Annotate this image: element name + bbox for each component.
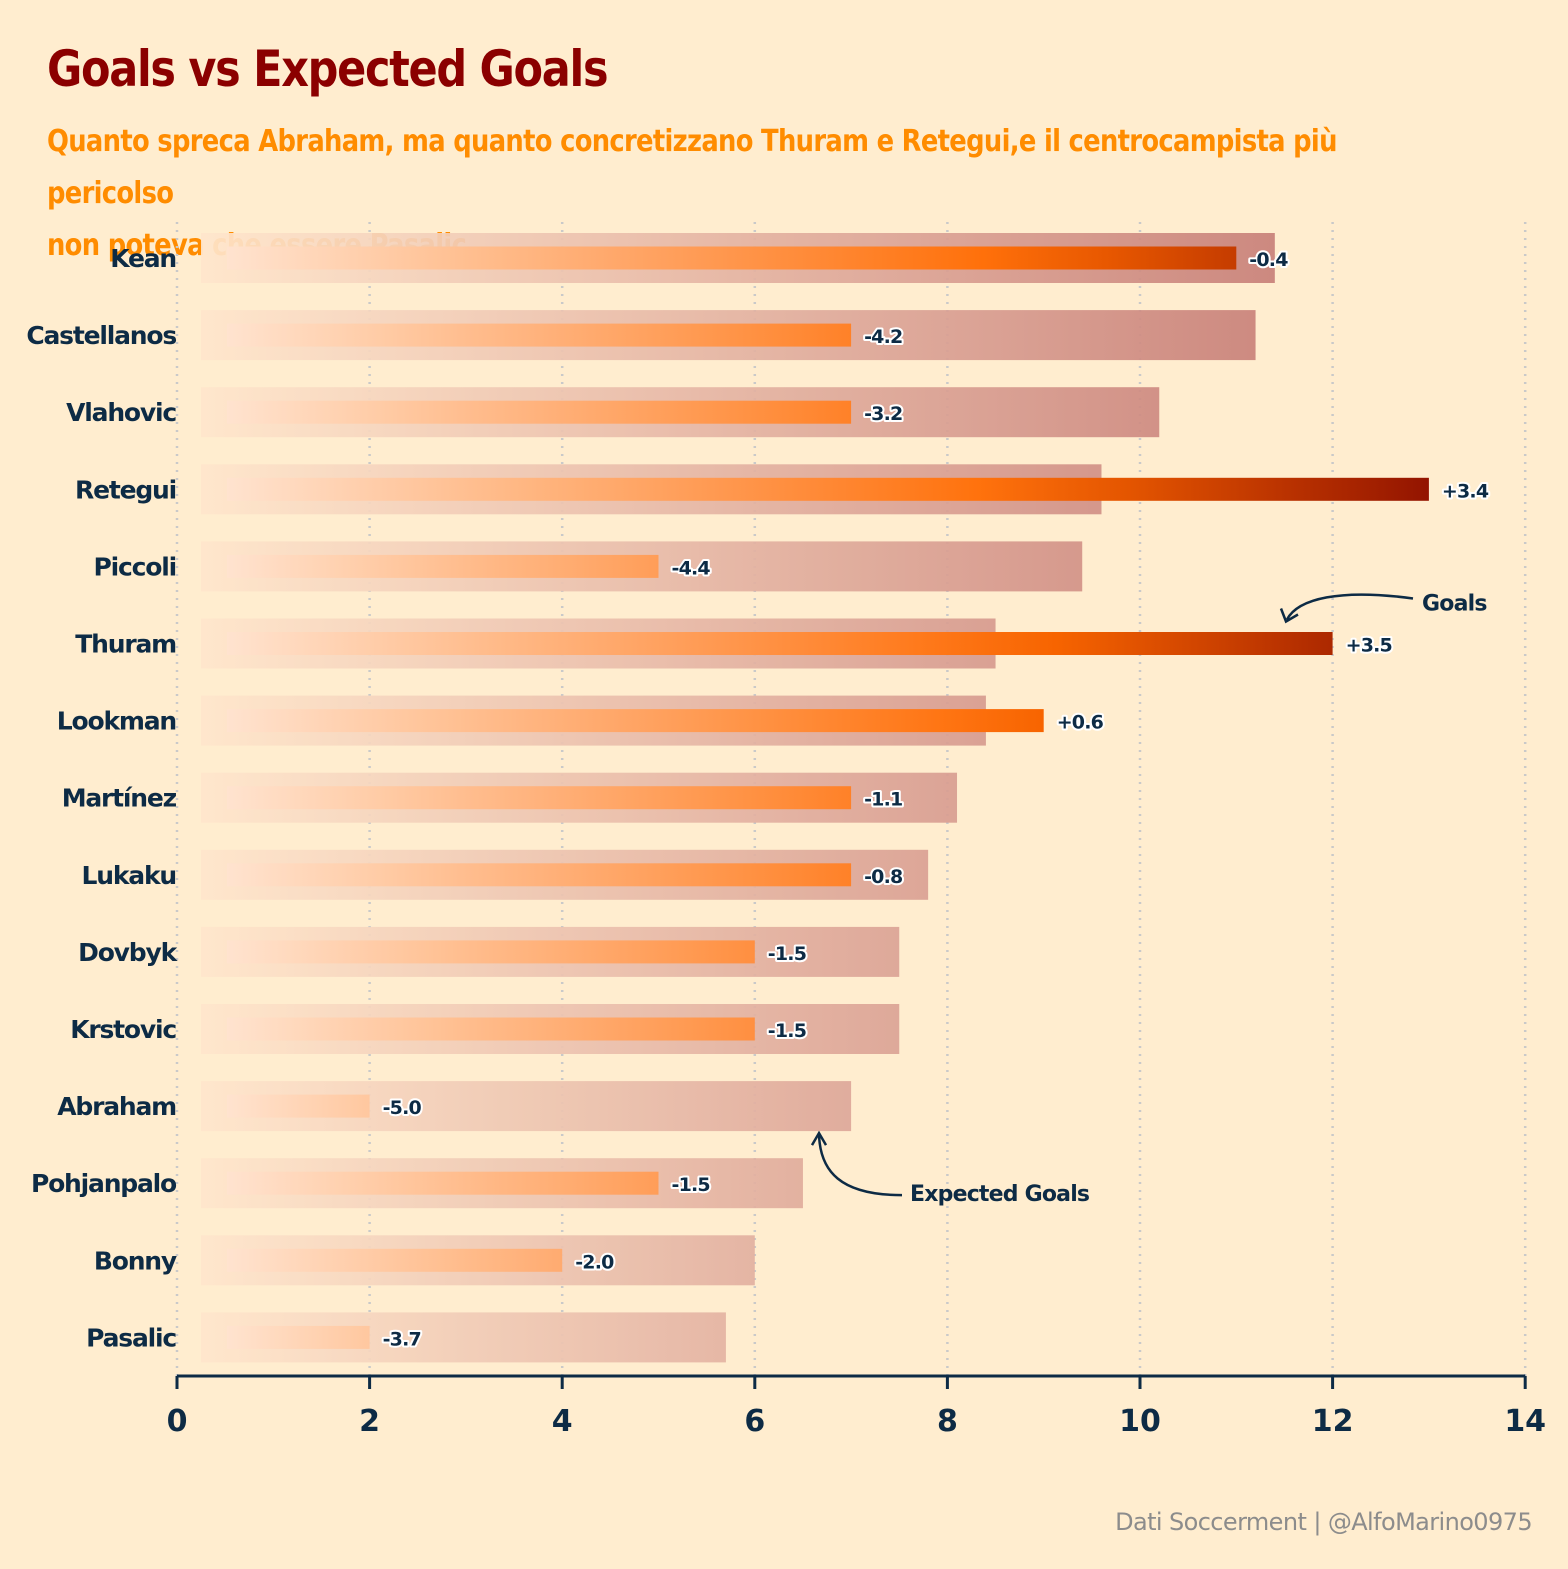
difference-label: -1.5 xyxy=(768,943,806,965)
player-label: Krstovic xyxy=(70,1015,176,1044)
x-tick-label: 12 xyxy=(1312,1404,1354,1439)
annotation-xg-arrow xyxy=(817,1134,903,1197)
goal-bar xyxy=(227,1325,370,1349)
goal-bar xyxy=(227,1171,659,1195)
difference-label: -5.0 xyxy=(383,1097,422,1119)
difference-label: +3.4 xyxy=(1442,480,1489,502)
player-label: Pohjanpalo xyxy=(31,1169,177,1198)
difference-labels: -0.4 -4.2 -3.2 +3.4 -4.4 +3.5 +0.6 -1.1 -0.8 -1.5… xyxy=(381,247,1492,1352)
difference-label: -3.2 xyxy=(864,403,902,425)
player-label: Lookman xyxy=(57,707,176,736)
x-tick-label: 4 xyxy=(552,1404,573,1439)
goal-bar xyxy=(227,1094,370,1118)
annotation-goals-arrow xyxy=(1285,593,1414,621)
player-label: Retegui xyxy=(75,475,176,504)
player-label: Lukaku xyxy=(82,861,176,890)
difference-label: +3.5 xyxy=(1346,635,1392,657)
difference-label: -0.4 xyxy=(1249,249,1288,271)
difference-label: -0.8 xyxy=(864,866,903,888)
goal-bar xyxy=(227,632,1333,655)
annotation-goals-arrowhead xyxy=(1279,608,1299,624)
player-label: Martínez xyxy=(62,784,177,813)
annotations: Goals Expected Goals xyxy=(810,592,1488,1207)
goal-bar xyxy=(227,477,1429,501)
difference-label: -2.0 xyxy=(575,1251,614,1273)
difference-label: -1.1 xyxy=(864,789,902,811)
credit-author: @AlfoMarino0975 xyxy=(1327,1508,1533,1536)
player-label: Pasalic xyxy=(86,1323,176,1352)
annotation-xg-arrowhead xyxy=(810,1130,828,1146)
difference-label: -4.4 xyxy=(672,557,711,579)
player-label: Bonny xyxy=(94,1246,177,1275)
chart-title: Goals vs Expected Goals xyxy=(47,40,609,98)
goal-bar xyxy=(227,863,852,887)
goal-bar xyxy=(227,554,659,578)
goal-bar xyxy=(227,246,1237,270)
credit: Dati Soccerment | @AlfoMarino0975 xyxy=(1115,1508,1533,1536)
goal-bar xyxy=(227,786,852,810)
difference-label: -3.7 xyxy=(383,1328,421,1350)
x-tick-label: 2 xyxy=(359,1404,380,1439)
player-label: Dovbyk xyxy=(78,938,178,967)
credit-source: Dati Soccerment xyxy=(1115,1508,1307,1536)
annotation-xg: Expected Goals xyxy=(910,1182,1090,1207)
difference-label: +0.6 xyxy=(1057,712,1104,734)
player-label: Castellanos xyxy=(26,321,176,350)
player-label: Vlahovic xyxy=(66,398,176,427)
goal-bar xyxy=(227,400,852,424)
player-label: Thuram xyxy=(75,630,176,659)
goal-bars xyxy=(227,246,1429,1349)
x-tick-label: 0 xyxy=(167,1404,188,1439)
y-axis-labels: Kean Castellanos Vlahovic Retegui Piccoli Thu… xyxy=(26,244,179,1352)
difference-label: -1.5 xyxy=(768,1020,806,1042)
goal-bar xyxy=(227,323,852,347)
x-tick-label: 6 xyxy=(744,1404,765,1439)
difference-label: -4.2 xyxy=(864,326,902,348)
goal-bar xyxy=(227,709,1044,733)
goal-bar xyxy=(227,1248,563,1272)
player-label: Piccoli xyxy=(94,552,176,581)
annotation-goals: Goals xyxy=(1422,592,1487,617)
x-tick-label: 8 xyxy=(937,1404,958,1439)
x-axis: 0 2 4 6 8 10 12 14 xyxy=(167,1374,1546,1439)
goal-bar xyxy=(227,940,755,964)
subtitle-line-1: Quanto spreca Abraham, ma quanto concret… xyxy=(47,124,1337,211)
goal-bar xyxy=(227,1017,755,1041)
difference-label: -1.5 xyxy=(672,1174,710,1196)
player-label: Abraham xyxy=(57,1092,176,1121)
player-label: Kean xyxy=(110,244,176,273)
x-tick-label: 10 xyxy=(1119,1404,1161,1439)
credit-separator: | xyxy=(1313,1508,1321,1536)
x-tick-label: 14 xyxy=(1504,1404,1546,1439)
